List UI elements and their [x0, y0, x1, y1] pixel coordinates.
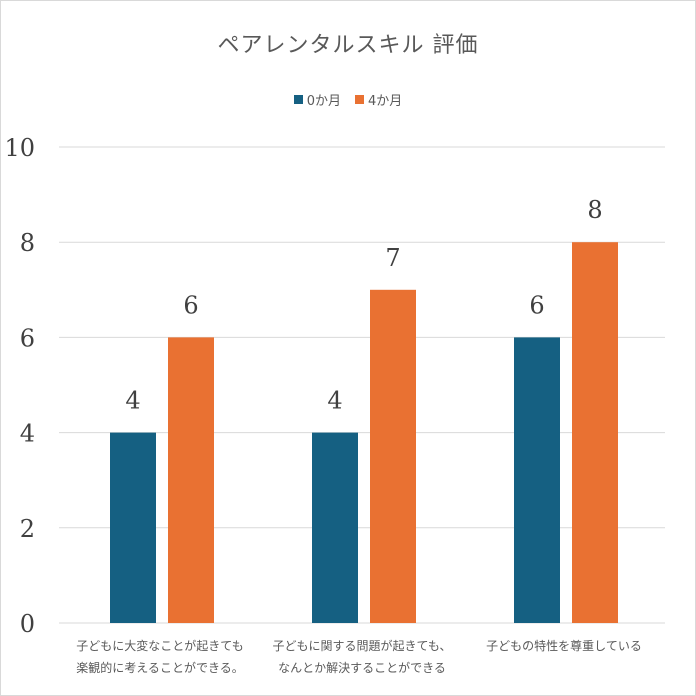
- category-label-1-line-0: 子どもに関する問題が起きても、: [272, 638, 451, 653]
- category-label-0-line-1: 楽観的に考えることができる。: [76, 660, 243, 675]
- data-label-series-0-cat-2: 6: [529, 291, 544, 319]
- legend-swatch-series-0: [293, 95, 303, 104]
- bar-series-1-cat-0: [168, 337, 214, 623]
- y-tick-label-8: 8: [20, 229, 35, 257]
- data-label-series-1-cat-2: 8: [587, 196, 602, 224]
- legend-label-series-1: 4か月: [368, 94, 403, 109]
- data-label-series-1-cat-1: 7: [385, 244, 400, 272]
- legend-label-series-0: 0か月: [306, 94, 341, 109]
- y-tick-label-0: 0: [20, 610, 35, 638]
- legend-swatch-series-1: [355, 95, 364, 104]
- legend: 0か月 4か月: [1, 90, 695, 109]
- bar-series-0-cat-0: [110, 432, 156, 623]
- y-tick-label-6: 6: [20, 324, 35, 352]
- chart-title: ペアレンタルスキル 評価: [217, 33, 479, 58]
- data-label-series-0-cat-0: 4: [125, 387, 140, 415]
- category-label-1-line-1: なんとか解決することができる: [278, 660, 446, 675]
- bar-series-1-cat-2: [572, 242, 618, 623]
- bar-series-0-cat-2: [514, 337, 560, 623]
- y-tick-label-2: 2: [20, 515, 35, 543]
- bar-series-0-cat-1: [312, 432, 358, 623]
- legend-item-series-0: 0か月: [293, 90, 341, 109]
- y-tick-label-10: 10: [4, 134, 35, 162]
- y-tick-label-4: 4: [20, 420, 35, 448]
- legend-item-series-1: 4か月: [355, 90, 402, 109]
- category-label-2-line-0: 子どもの特性を尊重している: [486, 638, 642, 653]
- category-label-0-line-0: 子どもに大変なことが起きても: [76, 638, 243, 653]
- data-label-series-0-cat-1: 4: [327, 387, 342, 415]
- bar-series-1-cat-1: [370, 289, 416, 623]
- data-label-series-1-cat-0: 6: [183, 291, 198, 319]
